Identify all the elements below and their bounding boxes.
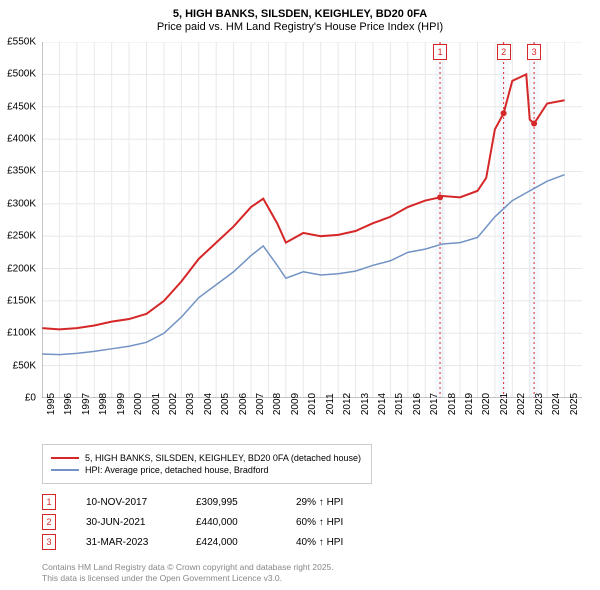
sale-hpi: 40% ↑ HPI (296, 537, 396, 548)
x-tick-label: 1995 (46, 393, 57, 415)
sale-row-marker: 1 (42, 494, 56, 510)
y-tick-label: £350K (7, 166, 36, 177)
legend: 5, HIGH BANKS, SILSDEN, KEIGHLEY, BD20 0… (42, 444, 372, 484)
sale-date: 10-NOV-2017 (86, 497, 196, 508)
x-tick-label: 2017 (429, 393, 440, 415)
x-tick-label: 1997 (81, 393, 92, 415)
x-tick-label: 2002 (168, 393, 179, 415)
x-tick-label: 2004 (203, 393, 214, 415)
x-tick-label: 2000 (133, 393, 144, 415)
y-tick-label: £300K (7, 198, 36, 209)
y-tick-label: £250K (7, 231, 36, 242)
x-tick-label: 1999 (116, 393, 127, 415)
x-tick-label: 2001 (151, 393, 162, 415)
sale-price: £440,000 (196, 517, 296, 528)
y-tick-label: £150K (7, 295, 36, 306)
x-tick-label: 2014 (377, 393, 388, 415)
x-tick-label: 2013 (360, 393, 371, 415)
x-tick-label: 2005 (220, 393, 231, 415)
y-tick-label: £550K (7, 37, 36, 48)
sale-row: 2 30-JUN-2021 £440,000 60% ↑ HPI (42, 514, 542, 530)
y-axis-labels: £0£50K£100K£150K£200K£250K£300K£350K£400… (0, 42, 40, 398)
sale-price: £424,000 (196, 537, 296, 548)
sale-marker-1: 1 (433, 44, 447, 60)
legend-item: HPI: Average price, detached house, Brad… (51, 465, 363, 475)
y-tick-label: £0 (25, 393, 36, 404)
sale-marker-2: 2 (497, 44, 511, 60)
x-tick-label: 2011 (325, 393, 336, 415)
sale-hpi: 60% ↑ HPI (296, 517, 396, 528)
sale-price: £309,995 (196, 497, 296, 508)
y-tick-label: £100K (7, 328, 36, 339)
legend-item: 5, HIGH BANKS, SILSDEN, KEIGHLEY, BD20 0… (51, 453, 363, 463)
title-address: 5, HIGH BANKS, SILSDEN, KEIGHLEY, BD20 0… (0, 8, 600, 20)
x-tick-label: 2016 (412, 393, 423, 415)
y-tick-label: £450K (7, 101, 36, 112)
x-axis-labels: 1995199619971998199920002001200220032004… (42, 400, 582, 442)
sales-table: 1 10-NOV-2017 £309,995 29% ↑ HPI 2 30-JU… (42, 490, 542, 554)
sale-marker-3: 3 (527, 44, 541, 60)
y-tick-label: £500K (7, 69, 36, 80)
footer-line1: Contains HM Land Registry data © Crown c… (42, 562, 334, 573)
x-tick-label: 2022 (516, 393, 527, 415)
x-tick-label: 2024 (551, 393, 562, 415)
sale-hpi: 29% ↑ HPI (296, 497, 396, 508)
sale-row-marker: 3 (42, 534, 56, 550)
sale-date: 31-MAR-2023 (86, 537, 196, 548)
x-tick-label: 2018 (447, 393, 458, 415)
y-tick-label: £400K (7, 134, 36, 145)
x-tick-label: 1996 (63, 393, 74, 415)
x-tick-label: 2025 (569, 393, 580, 415)
title-subtitle: Price paid vs. HM Land Registry's House … (0, 21, 600, 33)
x-tick-label: 2007 (255, 393, 266, 415)
x-tick-label: 2012 (342, 393, 353, 415)
footer-line2: This data is licensed under the Open Gov… (42, 573, 334, 584)
x-tick-label: 2015 (394, 393, 405, 415)
x-tick-label: 2021 (499, 393, 510, 415)
sale-date: 30-JUN-2021 (86, 517, 196, 528)
sale-row: 1 10-NOV-2017 £309,995 29% ↑ HPI (42, 494, 542, 510)
x-tick-label: 2008 (272, 393, 283, 415)
chart-plot-area: 1 23 (42, 42, 582, 398)
x-tick-label: 2006 (238, 393, 249, 415)
y-tick-label: £50K (13, 360, 36, 371)
x-tick-label: 2010 (307, 393, 318, 415)
x-tick-label: 2019 (464, 393, 475, 415)
sale-row-marker: 2 (42, 514, 56, 530)
x-tick-label: 2020 (481, 393, 492, 415)
x-tick-label: 2023 (534, 393, 545, 415)
footer-attribution: Contains HM Land Registry data © Crown c… (42, 562, 334, 584)
x-tick-label: 1998 (98, 393, 109, 415)
x-tick-label: 2009 (290, 393, 301, 415)
x-tick-label: 2003 (185, 393, 196, 415)
sale-row: 3 31-MAR-2023 £424,000 40% ↑ HPI (42, 534, 542, 550)
y-tick-label: £200K (7, 263, 36, 274)
